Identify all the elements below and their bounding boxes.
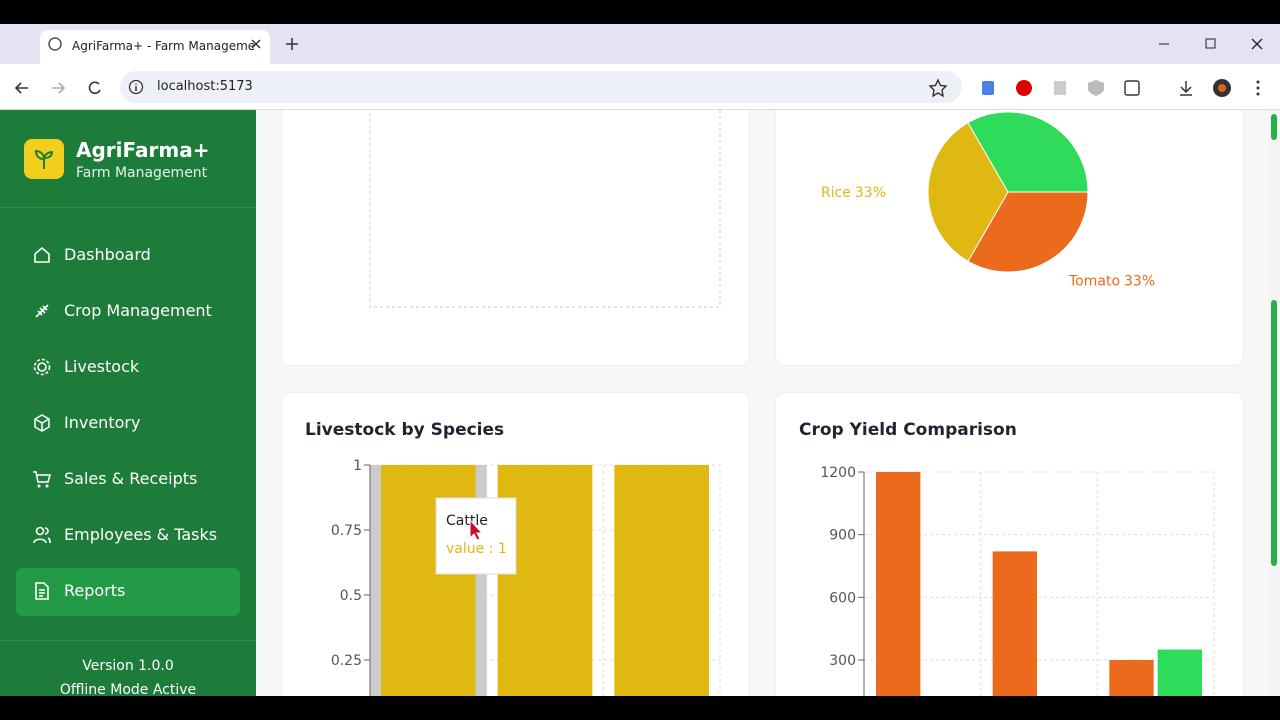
tagline: Farm Management bbox=[76, 165, 208, 181]
y-tick-label: 1 bbox=[353, 458, 362, 474]
nav-label: Crop Management bbox=[64, 301, 212, 320]
label-value: 33% bbox=[855, 185, 886, 201]
label-category: Rice bbox=[821, 185, 851, 201]
y-tick-label: 300 bbox=[829, 653, 856, 669]
y-tick-label: 900 bbox=[829, 528, 856, 544]
nav-label: Livestock bbox=[64, 357, 140, 376]
nav-item[interactable]: Sales & Receipts bbox=[16, 456, 240, 504]
extensions[interactable] bbox=[928, 78, 1268, 98]
status: Offline Mode Active bbox=[59, 682, 197, 698]
nav-item[interactable]: Crop Management bbox=[16, 288, 240, 336]
window-controls[interactable] bbox=[1150, 36, 1270, 52]
nav-item[interactable]: Inventory bbox=[16, 400, 240, 448]
nav-buttons[interactable] bbox=[12, 78, 108, 98]
pie-label: Tomato 33% bbox=[1068, 273, 1155, 289]
y-tick-label: 0.5 bbox=[340, 588, 362, 604]
bar bbox=[992, 551, 1037, 696]
pie-label: Rice 33% bbox=[821, 185, 886, 201]
pie-slice bbox=[927, 122, 1009, 262]
nav-item[interactable]: Employees & Tasks bbox=[16, 512, 240, 560]
y-tick-label: 0.75 bbox=[331, 523, 362, 539]
bar bbox=[876, 472, 921, 696]
empty-chart bbox=[369, 110, 721, 308]
nav-label: Reports bbox=[64, 581, 126, 600]
nav-label: Inventory bbox=[64, 413, 141, 432]
y-tick-label: 1200 bbox=[820, 465, 856, 481]
label-category: Tomato bbox=[1068, 273, 1120, 289]
y-tick-label: 600 bbox=[829, 590, 856, 606]
nav-item[interactable]: Dashboard bbox=[16, 232, 240, 280]
card-title: Crop Yield Comparison bbox=[799, 420, 1017, 440]
divider bbox=[0, 207, 256, 208]
nav-item[interactable]: Reports bbox=[16, 568, 240, 616]
logo bbox=[24, 139, 64, 179]
bar bbox=[614, 465, 709, 696]
pie-slice bbox=[967, 191, 1089, 273]
site-info[interactable] bbox=[128, 79, 144, 95]
nav-label: Dashboard bbox=[64, 245, 151, 264]
browser-tab[interactable]: AgriFarma+ - Farm Manageme bbox=[40, 30, 270, 64]
tab-close[interactable] bbox=[250, 38, 262, 50]
address-bar[interactable]: localhost:5173 bbox=[120, 71, 962, 103]
label-value: 33% bbox=[1124, 273, 1155, 289]
mouse-cursor bbox=[469, 518, 484, 541]
card-title: Livestock by Species bbox=[305, 420, 505, 440]
tooltip-value: value : 1 bbox=[446, 541, 507, 557]
divider bbox=[0, 640, 256, 641]
scrollbar[interactable] bbox=[1268, 110, 1280, 696]
card bbox=[281, 110, 750, 366]
tab-icon bbox=[48, 37, 62, 51]
new-tab[interactable] bbox=[285, 37, 299, 51]
y-tick-label: 0.25 bbox=[331, 653, 362, 669]
nav-label: Employees & Tasks bbox=[64, 525, 218, 544]
nav-item[interactable]: Livestock bbox=[16, 344, 240, 392]
brand: AgriFarma+ bbox=[76, 138, 210, 162]
sidebar: AgriFarma+ Farm Management Dashboard Crop… bbox=[0, 110, 256, 698]
charts: Tomato 33%Rice 33%0.250.50.751Cattlevalue … bbox=[331, 110, 1215, 696]
pie-slice bbox=[967, 111, 1089, 193]
main-content: Livestock by Species Crop Yield Comparis… bbox=[256, 110, 1268, 696]
bar bbox=[1157, 649, 1202, 696]
bar bbox=[1109, 660, 1154, 696]
version: Version 1.0.0 bbox=[82, 658, 174, 674]
nav-label: Sales & Receipts bbox=[64, 469, 198, 488]
tooltip-title: Cattle bbox=[446, 513, 488, 529]
